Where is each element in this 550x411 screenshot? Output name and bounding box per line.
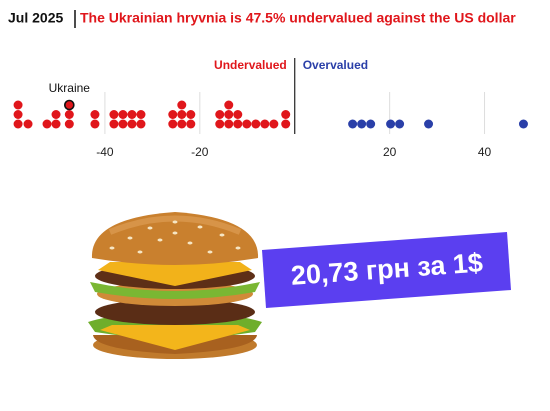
dot — [64, 99, 75, 111]
dot — [224, 119, 234, 129]
dot — [386, 119, 396, 129]
dot — [177, 100, 187, 110]
dot — [64, 110, 74, 119]
legend-label: Overvalued — [303, 58, 368, 72]
dot — [224, 100, 234, 110]
dot — [127, 119, 137, 129]
dot — [23, 119, 33, 129]
dot — [251, 119, 261, 129]
dot — [357, 119, 367, 129]
x-tick-label: -40 — [96, 145, 114, 159]
dot — [127, 110, 137, 119]
dot — [260, 119, 270, 129]
dot — [281, 119, 291, 129]
dot — [395, 119, 405, 129]
dot — [177, 119, 187, 129]
dot — [90, 119, 100, 129]
dot — [168, 110, 178, 119]
dot — [186, 110, 196, 119]
dot — [366, 119, 376, 129]
banner-box — [262, 232, 511, 308]
dot — [136, 119, 146, 129]
dot — [136, 110, 146, 119]
dot — [518, 119, 528, 129]
dot — [109, 110, 119, 119]
dot — [233, 119, 243, 129]
dot — [281, 110, 291, 119]
dot — [90, 110, 100, 119]
dot — [51, 119, 61, 129]
annotation: Ukraine — [49, 81, 91, 95]
dot — [177, 110, 187, 119]
x-tick-label: 40 — [478, 145, 492, 159]
dot — [51, 110, 61, 119]
dot — [348, 119, 358, 129]
dot — [224, 110, 234, 119]
dot — [186, 119, 196, 129]
date: Jul 2025 — [8, 10, 63, 26]
dot — [215, 119, 225, 129]
dot — [13, 119, 23, 129]
dot — [109, 119, 119, 129]
dot — [118, 119, 128, 129]
dot — [269, 119, 279, 129]
dot — [13, 110, 23, 119]
burger — [88, 212, 262, 359]
dot — [168, 119, 178, 129]
dot — [233, 110, 243, 119]
dot — [64, 119, 74, 129]
dot — [13, 100, 23, 110]
dot — [215, 110, 225, 119]
chart-title: The Ukrainian hryvnia is 47.5% undervalu… — [80, 10, 516, 26]
plot: -40 -20 20 40 Undervalued Overvalued Ukraine — [13, 58, 528, 159]
x-tick-label: -20 — [191, 145, 209, 159]
dot — [424, 119, 434, 129]
dot — [242, 119, 252, 129]
x-tick-label: 20 — [383, 145, 397, 159]
legend-label: Undervalued — [214, 58, 287, 72]
dot — [118, 110, 128, 119]
dot — [42, 119, 52, 129]
